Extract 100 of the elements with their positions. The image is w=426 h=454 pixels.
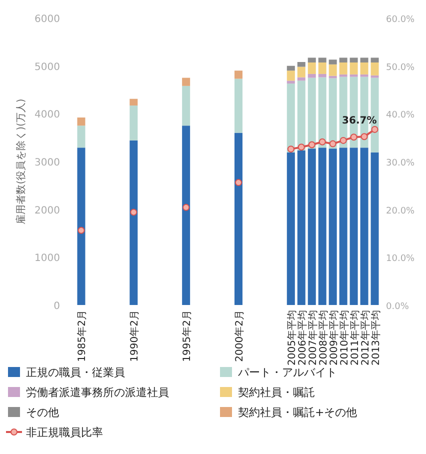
point bbox=[318, 138, 326, 146]
y-tick-label: 1000 bbox=[34, 253, 60, 264]
bar bbox=[297, 62, 306, 67]
y2-tick-label: 0.0% bbox=[386, 302, 410, 312]
x-tick-label: 1990年2月 bbox=[128, 310, 141, 362]
bar bbox=[350, 148, 358, 305]
bar bbox=[77, 117, 86, 126]
bar bbox=[308, 74, 316, 78]
bar bbox=[130, 106, 138, 140]
point bbox=[298, 144, 305, 151]
bar bbox=[339, 74, 348, 77]
y2-tick-label: 20.0% bbox=[386, 206, 416, 216]
bar bbox=[234, 132, 242, 305]
bar bbox=[297, 150, 306, 305]
point bbox=[360, 133, 368, 140]
point bbox=[329, 140, 336, 148]
x-tick-label: 2007年平均 bbox=[306, 310, 319, 366]
bar bbox=[182, 78, 190, 86]
bar bbox=[318, 148, 326, 305]
y-axis-title: 雇用者数(役員を除く)(万人) bbox=[15, 98, 27, 224]
point bbox=[130, 208, 138, 216]
x-tick-label: 1995年2月 bbox=[181, 310, 194, 362]
x-tick-label: 2011年平均 bbox=[348, 310, 361, 366]
x-tick-label: 2009年平均 bbox=[328, 310, 340, 366]
bar bbox=[297, 77, 306, 81]
bar bbox=[360, 74, 368, 77]
bar bbox=[318, 74, 326, 78]
x-tick-label: 1985年2月 bbox=[76, 310, 88, 362]
point bbox=[78, 226, 85, 234]
bar bbox=[234, 78, 242, 133]
bar bbox=[308, 78, 316, 149]
legend-label: その他 bbox=[26, 406, 59, 419]
y-tick-label: 2000 bbox=[34, 205, 60, 216]
bar bbox=[339, 58, 348, 62]
point bbox=[308, 141, 316, 148]
bar bbox=[339, 148, 348, 305]
bar bbox=[286, 84, 295, 152]
y2-tick-label: 60.0% bbox=[386, 15, 416, 25]
bar bbox=[286, 66, 295, 71]
bar bbox=[182, 86, 190, 126]
bar bbox=[77, 126, 86, 148]
bar bbox=[360, 58, 368, 62]
bar bbox=[370, 62, 379, 76]
bar bbox=[350, 62, 358, 74]
bar bbox=[286, 80, 295, 84]
x-tick-label: 2000年2月 bbox=[233, 310, 246, 362]
x-tick-label: 2012年平均 bbox=[359, 310, 372, 366]
bar bbox=[308, 58, 316, 62]
y2-tick-label: 10.0% bbox=[386, 254, 416, 264]
bar bbox=[360, 62, 368, 74]
bar bbox=[130, 98, 138, 106]
x-tick-label: 2013年平均 bbox=[370, 310, 382, 366]
bar bbox=[308, 62, 316, 74]
legend-label: パート・アルバイト bbox=[237, 366, 337, 379]
y2-tick-label: 40.0% bbox=[386, 110, 416, 121]
bar bbox=[350, 74, 358, 77]
bar bbox=[328, 76, 337, 78]
bar bbox=[370, 75, 379, 78]
y-tick-label: 4000 bbox=[34, 110, 60, 121]
x-tick-label: 2010年平均 bbox=[338, 310, 350, 366]
bar bbox=[286, 70, 295, 81]
point bbox=[350, 134, 358, 141]
legend-label: 正規の職員・従業員 bbox=[26, 366, 125, 379]
point bbox=[234, 179, 242, 186]
legend-label: 非正規職員比率 bbox=[26, 426, 103, 439]
bar bbox=[308, 148, 316, 305]
bar bbox=[339, 62, 348, 74]
bar bbox=[328, 78, 337, 149]
bar bbox=[297, 66, 306, 78]
y2-tick-label: 30.0% bbox=[386, 158, 416, 168]
bar bbox=[182, 126, 190, 305]
bar bbox=[350, 58, 358, 62]
y2-tick-label: 50.0% bbox=[386, 62, 416, 73]
x-tick-label: 2005年平均 bbox=[286, 310, 298, 366]
y-tick-label: 5000 bbox=[34, 62, 60, 73]
point bbox=[287, 146, 294, 153]
legend-label: 契約社員・嘱託+その他 bbox=[238, 406, 358, 419]
bar bbox=[318, 58, 326, 62]
bar bbox=[286, 152, 295, 305]
y-tick-label: 3000 bbox=[34, 158, 60, 168]
point bbox=[371, 126, 378, 133]
legend-label: 契約社員・嘱託 bbox=[238, 386, 315, 399]
x-tick-label: 2006年平均 bbox=[296, 310, 308, 366]
bar bbox=[297, 80, 306, 150]
bar bbox=[318, 62, 326, 74]
x-tick-label: 2008年平均 bbox=[317, 310, 330, 366]
bar bbox=[328, 148, 337, 305]
bar bbox=[328, 64, 337, 76]
bar bbox=[370, 152, 379, 305]
point bbox=[340, 136, 347, 144]
bar bbox=[328, 60, 337, 64]
bar bbox=[130, 140, 138, 305]
legend-label: 労働者派遣事務所の派遣社員 bbox=[26, 386, 169, 399]
bar bbox=[77, 148, 86, 305]
bar bbox=[370, 58, 379, 62]
bar bbox=[318, 77, 326, 148]
y-tick-label: 6000 bbox=[34, 14, 60, 25]
annotation: 36.7% bbox=[342, 115, 377, 126]
bar bbox=[234, 70, 242, 79]
point bbox=[182, 204, 190, 211]
